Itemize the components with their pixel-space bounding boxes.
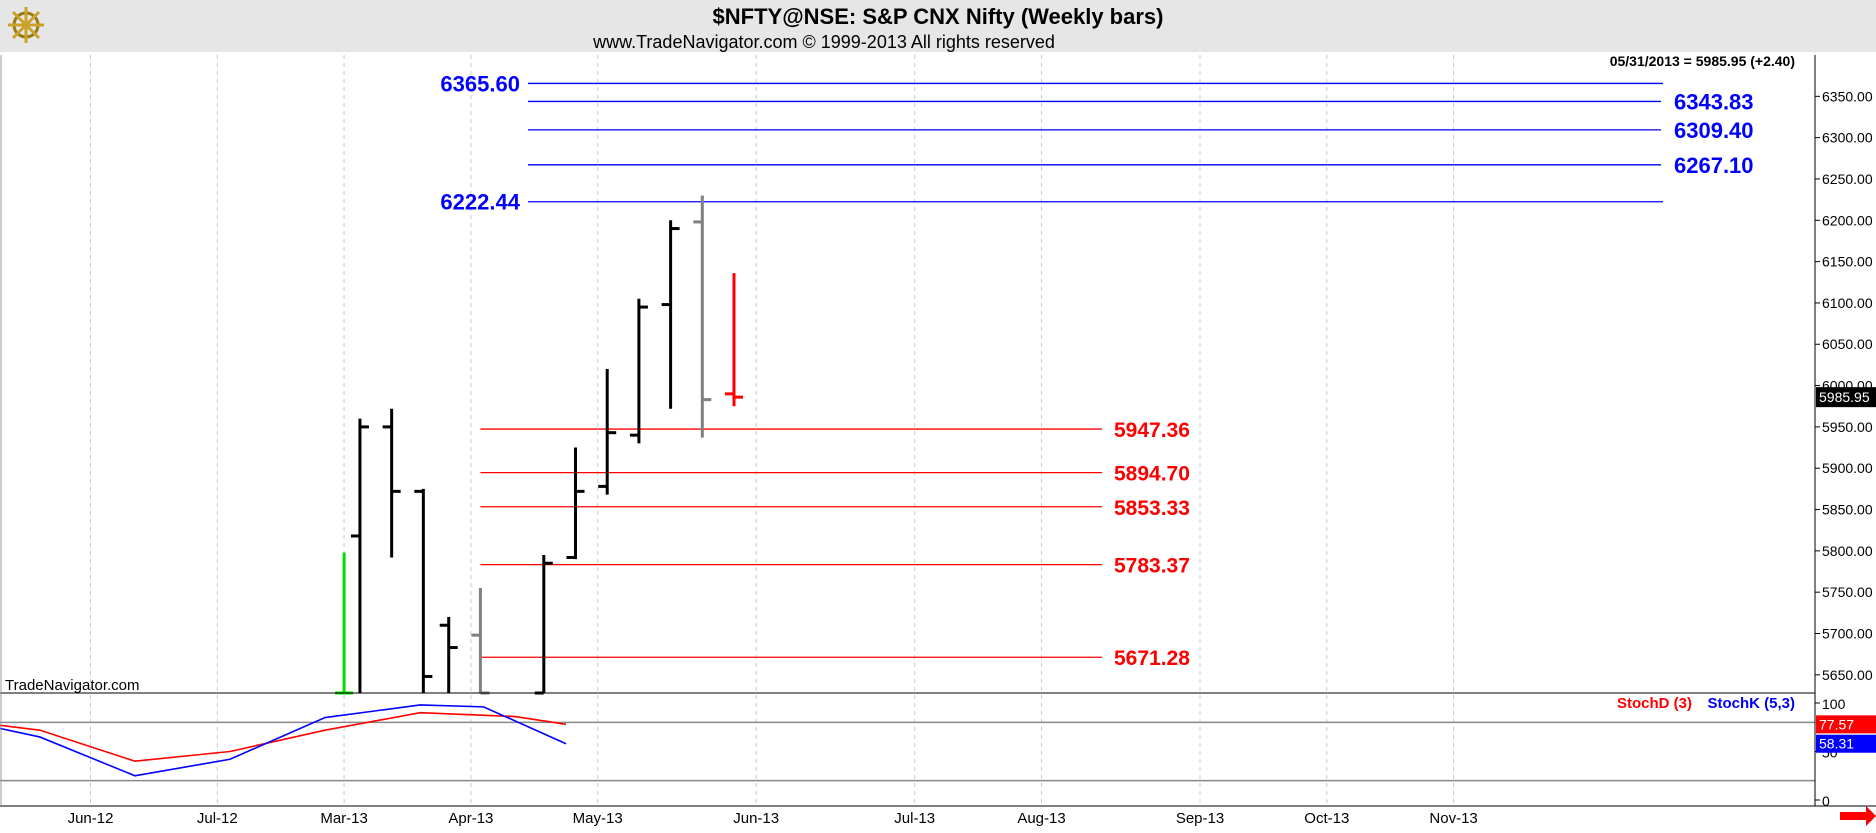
resistance-label: 6267.10 xyxy=(1674,153,1754,178)
resistance-label: 6365.60 xyxy=(440,71,520,96)
price-tick-label: 6150.00 xyxy=(1822,254,1873,270)
price-panel: 6365.60 6343.83 6309.40 6267.10 6222.44 5947.… xyxy=(335,71,1754,695)
copyright-text: www.TradeNavigator.com © 1999-2013 All r… xyxy=(592,32,1055,52)
stochk-legend: StochK (5,3) xyxy=(1707,695,1795,712)
price-tick-label: 5750.00 xyxy=(1822,584,1873,600)
support-label: 5894.70 xyxy=(1114,463,1190,486)
resistance-label: 6222.44 xyxy=(440,190,520,215)
stochastic-panel xyxy=(0,704,1815,782)
quote-readout: 05/31/2013 = 5985.95 (+2.40) xyxy=(1610,53,1795,69)
grid-lines xyxy=(90,55,1455,806)
x-tick-label: Mar-13 xyxy=(320,810,368,827)
x-tick-label: Aug-13 xyxy=(1017,810,1065,827)
support-label: 5853.33 xyxy=(1114,497,1190,520)
ship-helm-logo-icon xyxy=(8,7,44,43)
chart-title: $NFTY@NSE: S&P CNX Nifty (Weekly bars) xyxy=(713,4,1164,29)
price-tick-label: 6050.00 xyxy=(1822,336,1873,352)
price-tick-label: 5650.00 xyxy=(1822,667,1873,683)
stoch-tick-label: 100 xyxy=(1822,696,1846,712)
watermark-text: TradeNavigator.com xyxy=(5,677,140,694)
price-tick-label: 5900.00 xyxy=(1822,460,1873,476)
x-tick-label: Jun-12 xyxy=(68,810,114,827)
price-tick-label: 6200.00 xyxy=(1822,212,1873,228)
stochd-legend: StochD (3) xyxy=(1617,695,1692,712)
price-tick-label: 5800.00 xyxy=(1822,543,1873,559)
header-background xyxy=(0,0,1876,52)
x-tick-label: Oct-13 xyxy=(1304,810,1349,827)
price-tick-label: 6100.00 xyxy=(1822,295,1873,311)
resistance-label: 6309.40 xyxy=(1674,118,1754,143)
resistance-label: 6343.83 xyxy=(1674,89,1754,114)
price-tick-label: 6300.00 xyxy=(1822,130,1873,146)
x-tick-label: May-13 xyxy=(573,810,623,827)
x-tick-label: Jul-13 xyxy=(894,810,935,827)
stoch-value-label: 58.31 xyxy=(1819,736,1854,752)
x-tick-label: Apr-13 xyxy=(448,810,493,827)
price-tick-label: 5700.00 xyxy=(1822,625,1873,641)
price-tick-label: 6250.00 xyxy=(1822,171,1873,187)
price-tick-label: 6350.00 xyxy=(1822,88,1873,104)
stoch-series-line xyxy=(0,711,567,763)
stoch-series-line xyxy=(0,704,567,777)
price-tick-label: 5850.00 xyxy=(1822,502,1873,518)
x-tick-label: Nov-13 xyxy=(1429,810,1477,827)
support-label: 5783.37 xyxy=(1114,555,1190,578)
stoch-value-badge xyxy=(1816,734,1876,753)
support-label: 5671.28 xyxy=(1114,647,1190,670)
price-tick-label: 5950.00 xyxy=(1822,419,1873,435)
stoch-value-label: 77.57 xyxy=(1819,716,1854,732)
last-price-label: 5985.95 xyxy=(1819,389,1870,405)
x-tick-label: Jun-13 xyxy=(733,810,779,827)
support-label: 5947.36 xyxy=(1114,419,1190,442)
last-price-badge xyxy=(1816,387,1876,408)
stoch-tick-label: 0 xyxy=(1822,793,1830,809)
axes: Apr-12May-12Jun-12Jul-12Mar-13Apr-13May-… xyxy=(0,55,1876,827)
x-tick-label: Jul-12 xyxy=(197,810,238,827)
scroll-right-arrow-icon[interactable] xyxy=(1840,806,1876,826)
stoch-value-badge xyxy=(1816,715,1876,734)
x-tick-label: Sep-13 xyxy=(1176,810,1224,827)
